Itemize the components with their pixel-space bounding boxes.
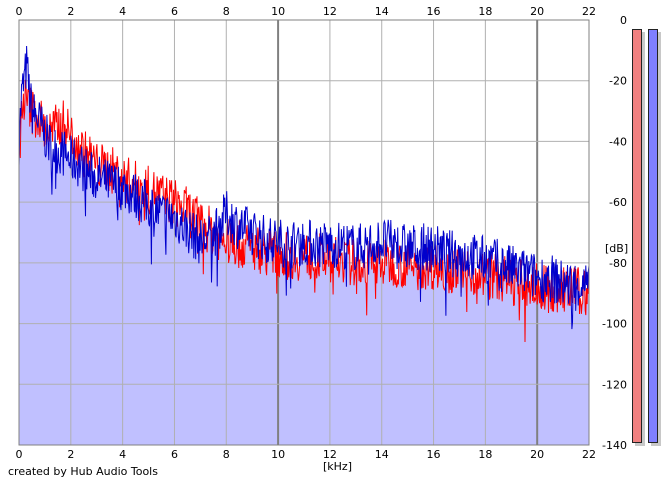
x-tick-label-top: 6 [171, 5, 178, 18]
y-tick-label: -120 [602, 378, 627, 391]
x-tick-label-top: 18 [478, 5, 492, 18]
y-tick-label: -80 [609, 257, 627, 270]
level-meter-right [648, 29, 658, 443]
grid-lines [18, 19, 590, 446]
series-line-blue [18, 45, 590, 330]
x-tick-label-bottom: 4 [119, 448, 126, 461]
x-tick-label-bottom: 8 [223, 448, 230, 461]
y-axis-label: [dB] [605, 242, 628, 255]
x-tick-label-bottom: 10 [271, 448, 285, 461]
level-meter-left [632, 29, 642, 443]
x-tick-label-bottom: 16 [427, 448, 441, 461]
x-tick-label-top: 8 [223, 5, 230, 18]
y-tick-label: 0 [620, 14, 627, 27]
x-tick-label-bottom: 2 [67, 448, 74, 461]
y-tick-label: -60 [609, 196, 627, 209]
plot-frame [18, 19, 590, 446]
x-tick-label-top: 20 [530, 5, 544, 18]
credit-text: created by Hub Audio Tools [8, 465, 158, 478]
series-line-red [18, 79, 590, 343]
x-tick-label-top: 0 [16, 5, 23, 18]
y-tick-label: -20 [609, 75, 627, 88]
x-tick-label-bottom: 14 [375, 448, 389, 461]
x-tick-label-top: 16 [427, 5, 441, 18]
x-tick-label-top: 4 [119, 5, 126, 18]
y-tick-label: -140 [602, 439, 627, 452]
x-tick-label-top: 10 [271, 5, 285, 18]
x-tick-label-bottom: 6 [171, 448, 178, 461]
y-tick-label: -100 [602, 318, 627, 331]
x-tick-label-bottom: 20 [530, 448, 544, 461]
series-lines [18, 45, 590, 343]
x-tick-label-top: 2 [67, 5, 74, 18]
tick-labels: 002244668810101212141416161818202022220-… [16, 5, 628, 461]
x-axis-label: [kHz] [323, 460, 352, 473]
x-tick-label-bottom: 22 [582, 448, 596, 461]
x-tick-label-top: 22 [582, 5, 596, 18]
x-tick-label-bottom: 12 [323, 448, 337, 461]
x-tick-label-bottom: 0 [16, 448, 23, 461]
y-tick-label: -40 [609, 135, 627, 148]
x-tick-label-top: 14 [375, 5, 389, 18]
x-tick-label-top: 12 [323, 5, 337, 18]
x-tick-label-bottom: 18 [478, 448, 492, 461]
